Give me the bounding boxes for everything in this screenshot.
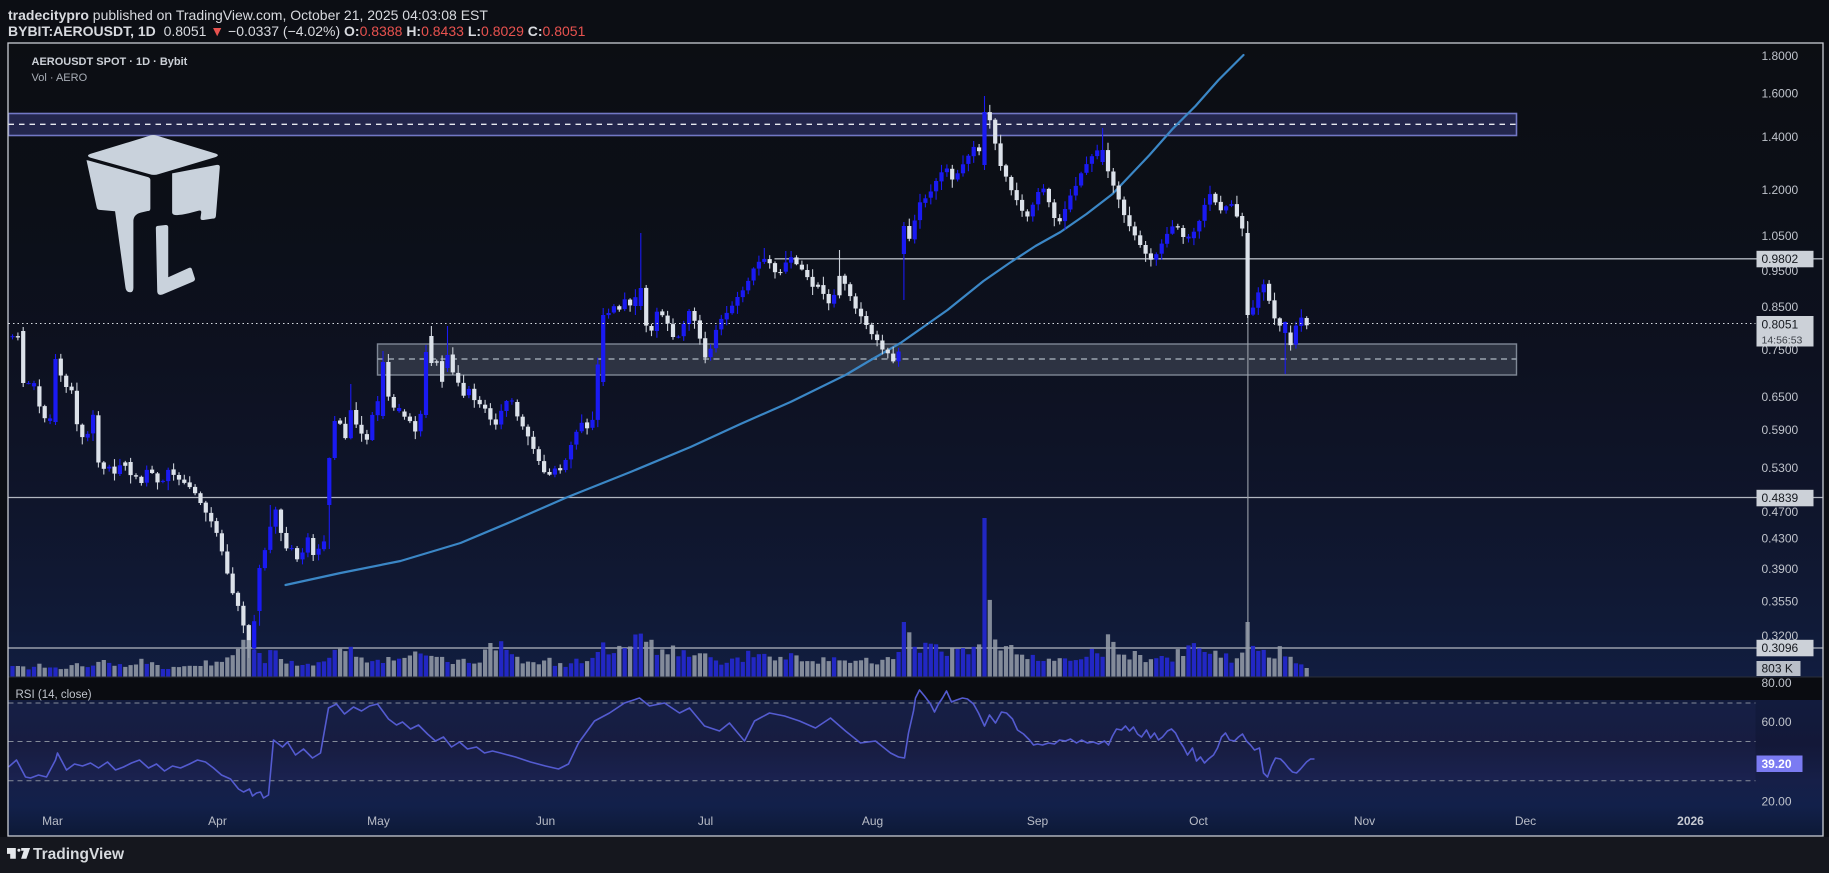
svg-text:803 K: 803 K [1761,662,1792,676]
svg-text:0.8500: 0.8500 [1761,300,1798,314]
svg-text:0.3200: 0.3200 [1761,629,1798,643]
svg-text:Nov: Nov [1353,814,1374,828]
svg-text:May: May [367,814,390,828]
svg-text:0.3096: 0.3096 [1761,641,1798,655]
svg-text:Dec: Dec [1514,814,1535,828]
svg-text:0.3900: 0.3900 [1761,562,1798,576]
svg-text:0.6500: 0.6500 [1761,390,1798,404]
svg-text:20.00: 20.00 [1761,795,1791,809]
svg-text:RSI (14, close): RSI (14, close) [15,689,91,701]
svg-text:1.4000: 1.4000 [1761,130,1798,144]
svg-text:60.00: 60.00 [1761,715,1791,729]
svg-text:0.9500: 0.9500 [1761,264,1798,278]
svg-text:Aug: Aug [861,814,882,828]
svg-text:1.6000: 1.6000 [1761,87,1798,101]
svg-text:Jun: Jun [535,814,554,828]
svg-text:0.5900: 0.5900 [1761,423,1798,437]
svg-text:0.4300: 0.4300 [1761,532,1798,546]
svg-text:Apr: Apr [208,814,227,828]
svg-text:80.00: 80.00 [1761,676,1791,690]
svg-text:0.7500: 0.7500 [1761,343,1798,357]
svg-text:Oct: Oct [1189,814,1208,828]
svg-text:0.4839: 0.4839 [1761,491,1798,505]
svg-text:1.2000: 1.2000 [1761,183,1798,197]
svg-text:Jul: Jul [697,814,712,828]
svg-text:0.5300: 0.5300 [1761,461,1798,475]
svg-text:AEROUSDT SPOT · 1D · Bybit: AEROUSDT SPOT · 1D · Bybit [31,56,187,68]
svg-text:0.8051: 0.8051 [1761,318,1798,332]
svg-text:39.20: 39.20 [1761,757,1791,771]
svg-text:14:56:53: 14:56:53 [1761,335,1802,347]
svg-text:1.0500: 1.0500 [1761,229,1798,243]
svg-text:0.4700: 0.4700 [1761,505,1798,519]
svg-text:0.3550: 0.3550 [1761,595,1798,609]
svg-text:2026: 2026 [1677,814,1704,828]
svg-text:1.8000: 1.8000 [1761,49,1798,63]
svg-text:0.9802: 0.9802 [1761,252,1798,266]
svg-text:Vol · AERO: Vol · AERO [31,72,87,84]
svg-text:Mar: Mar [42,814,63,828]
svg-text:Sep: Sep [1026,814,1048,828]
